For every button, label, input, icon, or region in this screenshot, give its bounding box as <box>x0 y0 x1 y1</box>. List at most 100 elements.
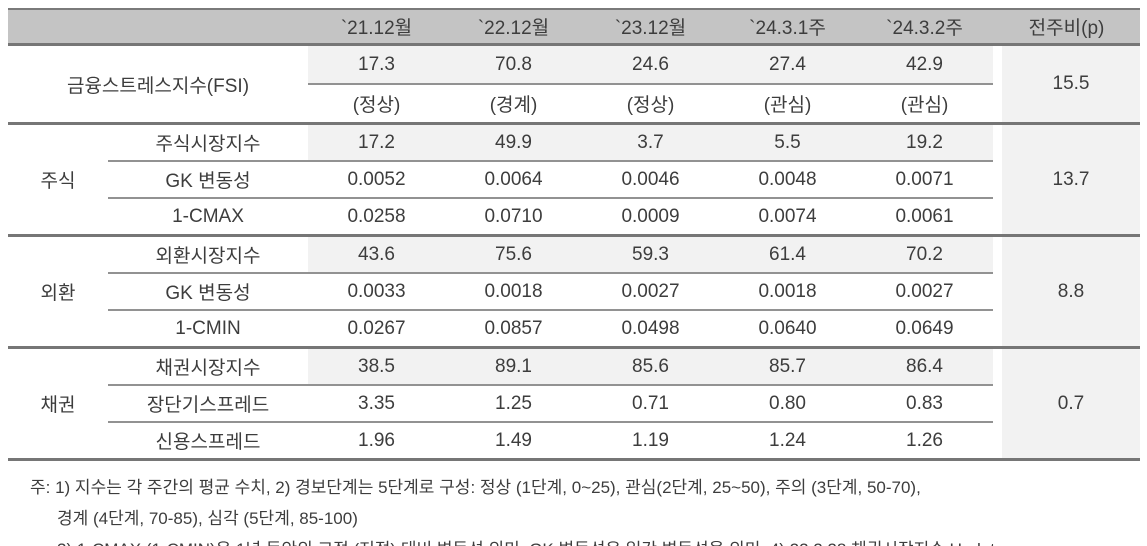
footnote-line: 경계 (4단계, 70-85), 심각 (5단계, 85-100) <box>57 509 358 528</box>
column-gap <box>993 235 1002 349</box>
cell-value: 0.0033 <box>308 273 445 311</box>
row-label: 1-CMAX <box>108 198 308 237</box>
row-label: 장단기스프레드 <box>108 385 308 423</box>
wow-value: 8.8 <box>1002 235 1141 349</box>
table-row-fsi-status: (정상) (경계) (정상) (관심) (관심) <box>8 84 1140 125</box>
cell-value: 0.0027 <box>856 273 993 311</box>
cell-value: 0.83 <box>856 385 993 423</box>
cell-value: 70.8 <box>445 44 582 85</box>
col-header-period: `24.3.2주 <box>856 9 993 46</box>
cell-value: 0.0267 <box>308 310 445 349</box>
row-label: 채권시장지수 <box>108 347 308 386</box>
cell-value: 1.24 <box>719 422 856 461</box>
cell-value: 49.9 <box>445 123 582 162</box>
footnote-line: 3) 1-CMAX (1-CMIN)은 1년 동안의 고점 (저점) 대비 변동… <box>30 534 1147 546</box>
cell-value: 0.0498 <box>582 310 719 349</box>
cell-value: 1.49 <box>445 422 582 461</box>
cell-value: 1.96 <box>308 422 445 461</box>
table-row: GK 변동성 0.0033 0.0018 0.0027 0.0018 0.002… <box>8 273 1140 311</box>
status-label: (경계) <box>445 84 582 125</box>
wow-value: 13.7 <box>1002 123 1141 237</box>
fsi-label: 금융스트레스지수(FSI) <box>8 44 308 125</box>
cell-value: 17.2 <box>308 123 445 162</box>
cell-value: 1.25 <box>445 385 582 423</box>
table-row: 신용스프레드 1.96 1.49 1.19 1.24 1.26 <box>8 422 1140 461</box>
cell-value: 42.9 <box>856 44 993 85</box>
col-header-period: `21.12월 <box>308 9 445 46</box>
cell-value: 0.0046 <box>582 161 719 199</box>
row-label: 신용스프레드 <box>108 422 308 461</box>
header-row: `21.12월 `22.12월 `23.12월 `24.3.1주 `24.3.2… <box>8 9 1141 46</box>
cell-value: 85.6 <box>582 347 719 386</box>
cell-value: 1.19 <box>582 422 719 461</box>
wow-value: 0.7 <box>1002 347 1141 461</box>
cell-value: 75.6 <box>445 235 582 274</box>
table-row: 장단기스프레드 3.35 1.25 0.71 0.80 0.83 <box>8 385 1140 423</box>
cell-value: 38.5 <box>308 347 445 386</box>
cell-value: 0.0061 <box>856 198 993 237</box>
group-label-fx: 외환 <box>8 235 108 349</box>
cell-value: 85.7 <box>719 347 856 386</box>
fsi-table: `21.12월 `22.12월 `23.12월 `24.3.1주 `24.3.2… <box>8 8 1141 461</box>
table-row: 1-CMAX 0.0258 0.0710 0.0009 0.0074 0.006… <box>8 198 1140 237</box>
cell-value: 0.0048 <box>719 161 856 199</box>
cell-value: 0.0258 <box>308 198 445 237</box>
table-row: GK 변동성 0.0052 0.0064 0.0046 0.0048 0.007… <box>8 161 1140 199</box>
group-label-stocks: 주식 <box>8 123 108 237</box>
cell-value: 0.0027 <box>582 273 719 311</box>
row-label: GK 변동성 <box>108 273 308 311</box>
footnote-line: 주: 1) 지수는 각 주간의 평균 수치, 2) 경보단계는 5단계로 구성:… <box>30 478 921 497</box>
cell-value: 59.3 <box>582 235 719 274</box>
cell-value: 70.2 <box>856 235 993 274</box>
cell-value: 86.4 <box>856 347 993 386</box>
table-row: 외환 외환시장지수 43.6 75.6 59.3 61.4 70.2 8.8 <box>8 235 1141 349</box>
cell-value: 0.0857 <box>445 310 582 349</box>
row-label: 1-CMIN <box>108 310 308 349</box>
status-label: (관심) <box>856 84 993 125</box>
cell-value: 0.0649 <box>856 310 993 349</box>
cell-value: 0.0064 <box>445 161 582 199</box>
fsi-wow-value: 15.5 <box>1002 44 1141 125</box>
status-label: (정상) <box>582 84 719 125</box>
cell-value: 0.0071 <box>856 161 993 199</box>
cell-value: 0.0009 <box>582 198 719 237</box>
table-row-fsi-values: 금융스트레스지수(FSI) 17.3 70.8 24.6 27.4 42.9 1… <box>8 44 1141 125</box>
cell-value: 0.0074 <box>719 198 856 237</box>
cell-value: 27.4 <box>719 44 856 85</box>
cell-value: 3.35 <box>308 385 445 423</box>
cell-value: 0.80 <box>719 385 856 423</box>
status-label: (관심) <box>719 84 856 125</box>
group-label-bonds: 채권 <box>8 347 108 461</box>
cell-value: 43.6 <box>308 235 445 274</box>
cell-value: 3.7 <box>582 123 719 162</box>
cell-value: 17.3 <box>308 44 445 85</box>
column-gap <box>993 123 1002 237</box>
row-label: 주식시장지수 <box>108 123 308 162</box>
table-row: 주식 주식시장지수 17.2 49.9 3.7 5.5 19.2 13.7 <box>8 123 1141 237</box>
cell-value: 0.0640 <box>719 310 856 349</box>
col-header-period: `24.3.1주 <box>719 9 856 46</box>
cell-value: 24.6 <box>582 44 719 85</box>
row-label: 외환시장지수 <box>108 235 308 274</box>
status-label: (정상) <box>308 84 445 125</box>
cell-value: 5.5 <box>719 123 856 162</box>
col-header-period: `22.12월 <box>445 9 582 46</box>
header-corner-cell <box>8 9 308 46</box>
cell-value: 0.71 <box>582 385 719 423</box>
row-label: GK 변동성 <box>108 161 308 199</box>
cell-value: 0.0018 <box>719 273 856 311</box>
cell-value: 1.26 <box>856 422 993 461</box>
col-header-wow: 전주비(p) <box>993 9 1141 46</box>
column-gap <box>993 44 1002 125</box>
table-row: 채권 채권시장지수 38.5 89.1 85.6 85.7 86.4 0.7 <box>8 347 1141 461</box>
col-header-period: `23.12월 <box>582 9 719 46</box>
cell-value: 19.2 <box>856 123 993 162</box>
cell-value: 89.1 <box>445 347 582 386</box>
footnotes: 주: 1) 지수는 각 주간의 평균 수치, 2) 경보단계는 5단계로 구성:… <box>30 472 1147 546</box>
cell-value: 0.0018 <box>445 273 582 311</box>
table-row: 1-CMIN 0.0267 0.0857 0.0498 0.0640 0.064… <box>8 310 1140 349</box>
cell-value: 61.4 <box>719 235 856 274</box>
cell-value: 0.0052 <box>308 161 445 199</box>
column-gap <box>993 347 1002 461</box>
